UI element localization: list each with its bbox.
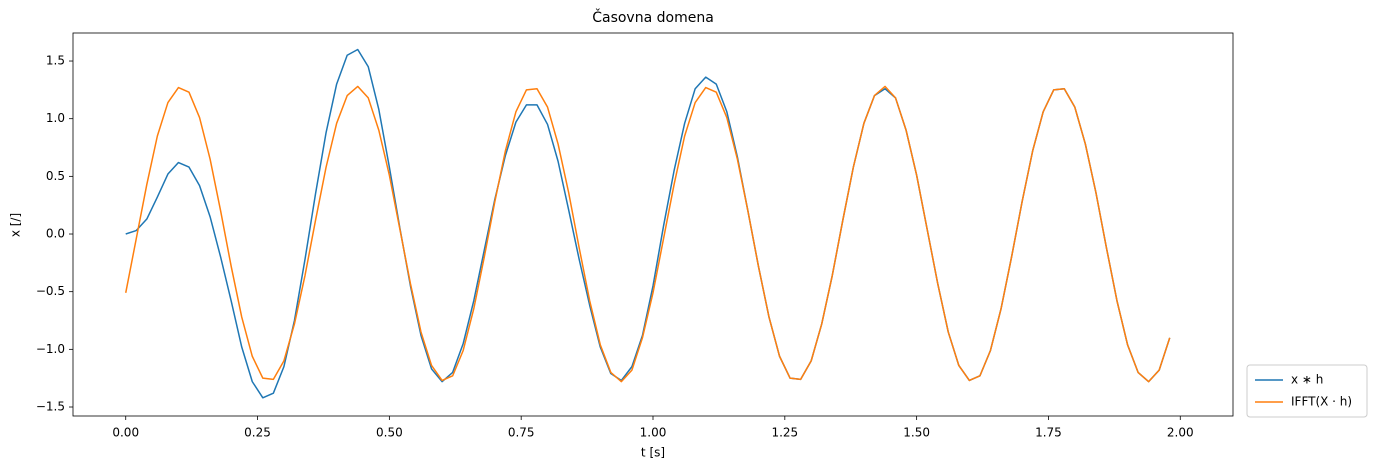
x-tick-label: 1.75 (1035, 426, 1062, 440)
y-tick-label: 0.5 (46, 169, 65, 183)
data-line (124, 85, 1171, 383)
legend: x ∗ h IFFT(X · h) (1246, 364, 1368, 418)
y-tick-label: 1.0 (46, 111, 65, 125)
legend-frame (1246, 364, 1368, 418)
x-tick-label: 0.25 (244, 426, 271, 440)
x-tick-label: 1.00 (640, 426, 667, 440)
legend-label: IFFT(X · h) (1291, 395, 1352, 409)
y-axis-label: x [/] (9, 213, 23, 237)
y-tick-label: −0.5 (36, 284, 65, 298)
y-tick-label: −1.5 (36, 400, 65, 414)
data-line (125, 48, 1171, 399)
x-tick-label: 1.50 (903, 426, 930, 440)
x-tick-label: 0.00 (112, 426, 139, 440)
legend-label: x ∗ h (1291, 373, 1323, 387)
y-tick-label: −1.0 (36, 342, 65, 356)
y-tick-label: 1.5 (46, 54, 65, 68)
x-axis-label: t [s] (641, 446, 665, 460)
chart-title: Časovna domena (592, 8, 714, 26)
plot-frame (72, 32, 1234, 417)
x-tick-label: 1.25 (771, 426, 798, 440)
y-tick-label: 0.0 (46, 227, 65, 241)
x-tick-label: 0.75 (508, 426, 535, 440)
x-tick-label: 0.50 (376, 426, 403, 440)
x-tick-label: 2.00 (1167, 426, 1194, 440)
